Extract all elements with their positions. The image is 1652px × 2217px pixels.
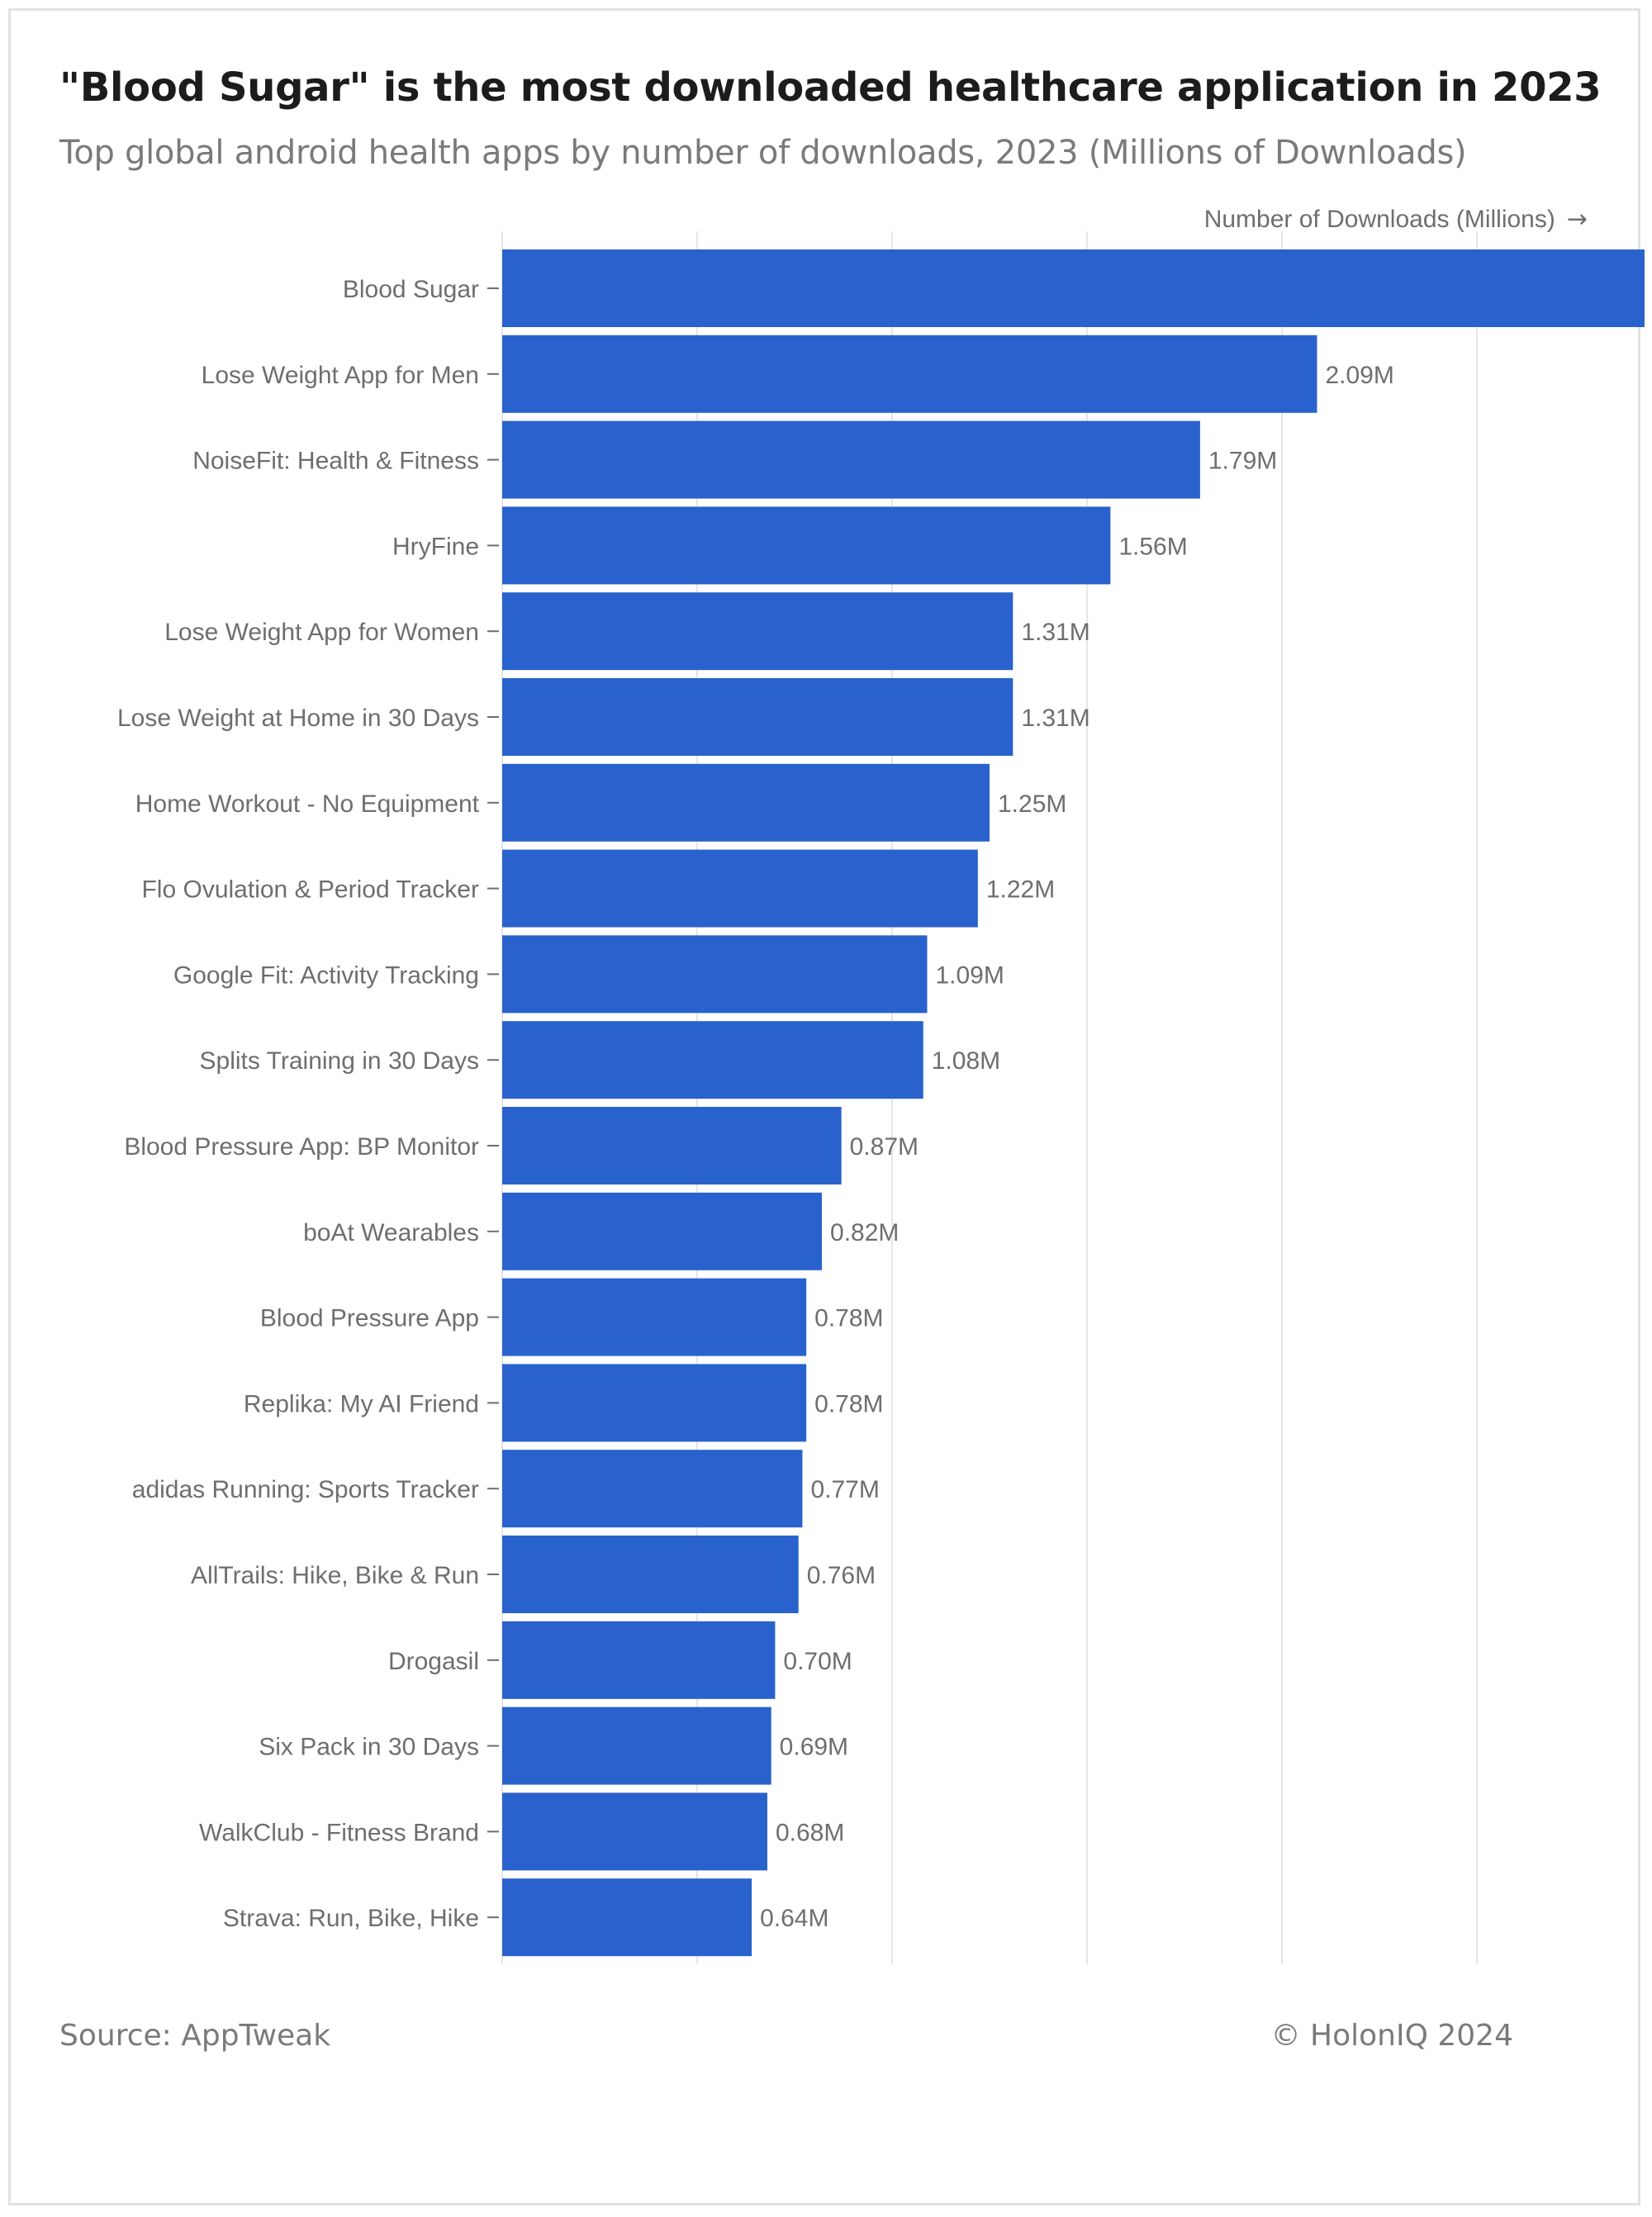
bar [502, 678, 1014, 756]
bar [502, 1450, 803, 1528]
value-label: 0.78M [814, 1390, 883, 1417]
bar [502, 592, 1014, 671]
bar [502, 1707, 771, 1785]
value-label: 0.70M [783, 1648, 852, 1675]
value-label: 0.76M [807, 1562, 876, 1589]
value-label: 0.82M [830, 1219, 899, 1246]
bar [502, 1021, 923, 1099]
bar [502, 249, 1645, 327]
category-label: Replika: My AI Friend [244, 1390, 479, 1417]
x-axis-label-text: Number of Downloads (Millions) [1203, 206, 1555, 233]
value-label: 1.22M [986, 876, 1055, 904]
bar-chart: Blood Sugar2.93MLose Weight App for Men2… [117, 231, 1645, 1964]
bar [502, 763, 990, 842]
category-label: Drogasil [388, 1648, 479, 1675]
chart-subtitle: Top global android health apps by number… [59, 134, 1467, 172]
category-label: Blood Pressure App [260, 1305, 479, 1332]
category-label: Lose Weight App for Men [202, 362, 479, 389]
bar [502, 506, 1111, 585]
bar [502, 1364, 807, 1442]
value-label: 1.31M [1021, 619, 1089, 646]
bar [502, 1278, 807, 1356]
value-label: 0.78M [814, 1305, 883, 1332]
value-label: 1.08M [932, 1047, 1000, 1075]
value-label: 1.09M [935, 961, 1004, 989]
value-label: 1.31M [1021, 705, 1089, 732]
category-label: Lose Weight at Home in 30 Days [117, 705, 479, 732]
value-label: 0.68M [776, 1819, 844, 1846]
category-label: Blood Pressure App: BP Monitor [124, 1133, 479, 1161]
value-label: 0.64M [760, 1905, 828, 1932]
value-label: 0.87M [850, 1133, 919, 1161]
category-label: Splits Training in 30 Days [200, 1047, 480, 1075]
category-label: boAt Wearables [303, 1219, 479, 1246]
category-label: AllTrails: Hike, Bike & Run [191, 1562, 479, 1589]
category-label: adidas Running: Sports Tracker [132, 1476, 479, 1503]
value-label: 1.79M [1208, 448, 1277, 475]
bar [502, 420, 1200, 499]
bar [502, 1536, 799, 1613]
copyright-note: © HolonIQ 2024 [1270, 2019, 1513, 2053]
value-label: 1.25M [998, 790, 1066, 818]
category-label: Google Fit: Activity Tracking [173, 961, 479, 989]
bar [502, 1192, 823, 1270]
category-label: WalkClub - Fitness Brand [199, 1819, 479, 1846]
category-label: Strava: Run, Bike, Hike [223, 1905, 479, 1932]
chart-title: "Blood Sugar" is the most downloaded hea… [59, 64, 1602, 111]
value-label: 0.77M [810, 1476, 879, 1503]
category-label: Home Workout - No Equipment [135, 790, 480, 818]
source-note: Source: AppTweak [59, 2019, 331, 2053]
bar [502, 1107, 842, 1184]
bar [502, 935, 928, 1014]
value-label: 2.09M [1325, 362, 1393, 389]
bar [502, 1878, 752, 1957]
bar [502, 1792, 767, 1871]
value-label: 1.56M [1118, 533, 1187, 560]
arrow-right-icon: → [1566, 205, 1588, 234]
bar [502, 335, 1317, 413]
category-label: Blood Sugar [343, 276, 479, 303]
value-label: 0.69M [780, 1734, 848, 1761]
category-label: Flo Ovulation & Period Tracker [141, 876, 479, 904]
category-label: Six Pack in 30 Days [259, 1734, 479, 1761]
bar [502, 849, 978, 928]
category-label: NoiseFit: Health & Fitness [192, 448, 479, 475]
bar [502, 1621, 776, 1699]
category-label: Lose Weight App for Women [164, 619, 479, 646]
category-label: HryFine [392, 533, 479, 560]
x-axis-label: Number of Downloads (Millions) → [1204, 205, 1588, 234]
